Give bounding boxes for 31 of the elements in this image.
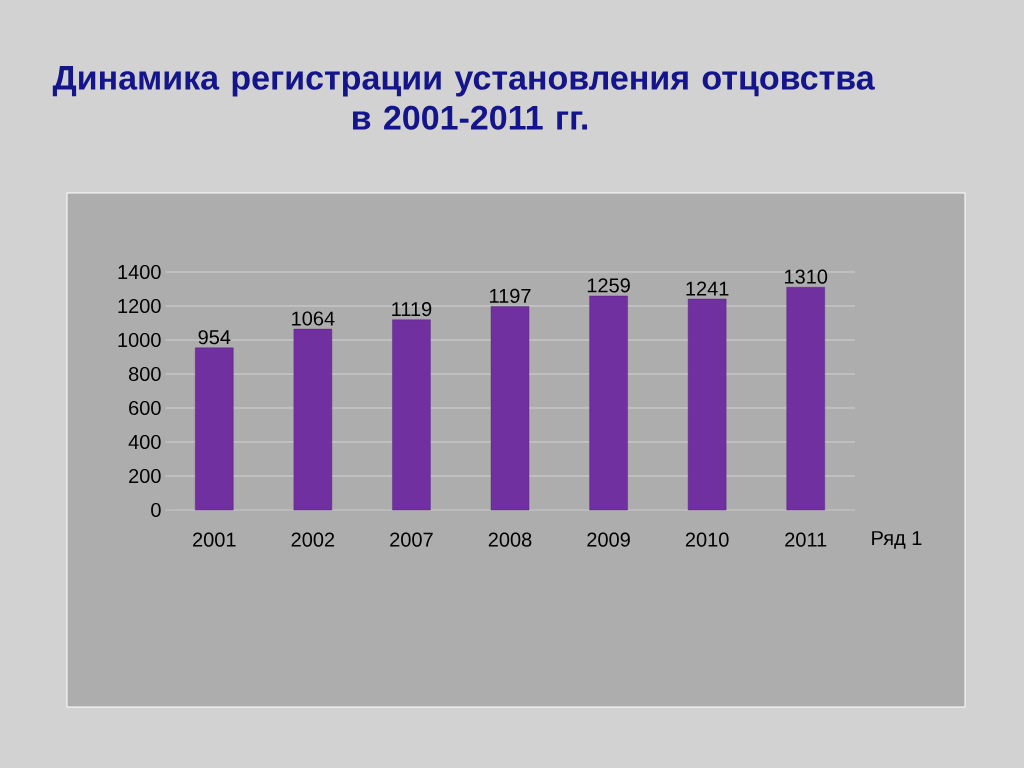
x-tick-label: 2009 <box>587 532 630 547</box>
data-label: 1064 <box>292 311 335 326</box>
y-tick-label: 1400 <box>118 264 161 280</box>
x-tick-label: 2007 <box>390 532 433 547</box>
y-tick-label: 600 <box>129 400 161 416</box>
y-tick-label: 0 <box>151 502 161 518</box>
x-tick-label: 2002 <box>291 532 335 547</box>
x-tick-label: 2001 <box>193 532 236 547</box>
bar <box>392 319 431 511</box>
x-tick-label: 2011 <box>785 532 827 547</box>
y-tick-label: 1200 <box>118 298 161 314</box>
data-label: 1259 <box>587 278 630 293</box>
data-label: 954 <box>198 330 231 345</box>
y-tick-label: 1000 <box>118 332 161 348</box>
x-tick-label: 2008 <box>488 532 532 547</box>
bar <box>490 306 530 511</box>
y-tick-label: 200 <box>129 468 161 484</box>
data-label: 1197 <box>490 288 531 303</box>
bar <box>786 287 825 511</box>
bar <box>195 347 234 511</box>
text: Ряд 1 <box>872 531 922 549</box>
chart-title: Динамика регистрации установления отцовства в 2001-2011 гг. <box>52 66 875 130</box>
data-label: 1310 <box>784 269 828 284</box>
y-tick-label: 400 <box>128 434 161 450</box>
data-label: 1241 <box>686 281 729 296</box>
x-tick-label: 2010 <box>685 532 729 547</box>
data-label: 1119 <box>392 302 432 317</box>
y-tick-label: 800 <box>128 366 161 382</box>
bar <box>589 295 628 511</box>
bar <box>687 298 727 511</box>
bar <box>293 328 333 511</box>
